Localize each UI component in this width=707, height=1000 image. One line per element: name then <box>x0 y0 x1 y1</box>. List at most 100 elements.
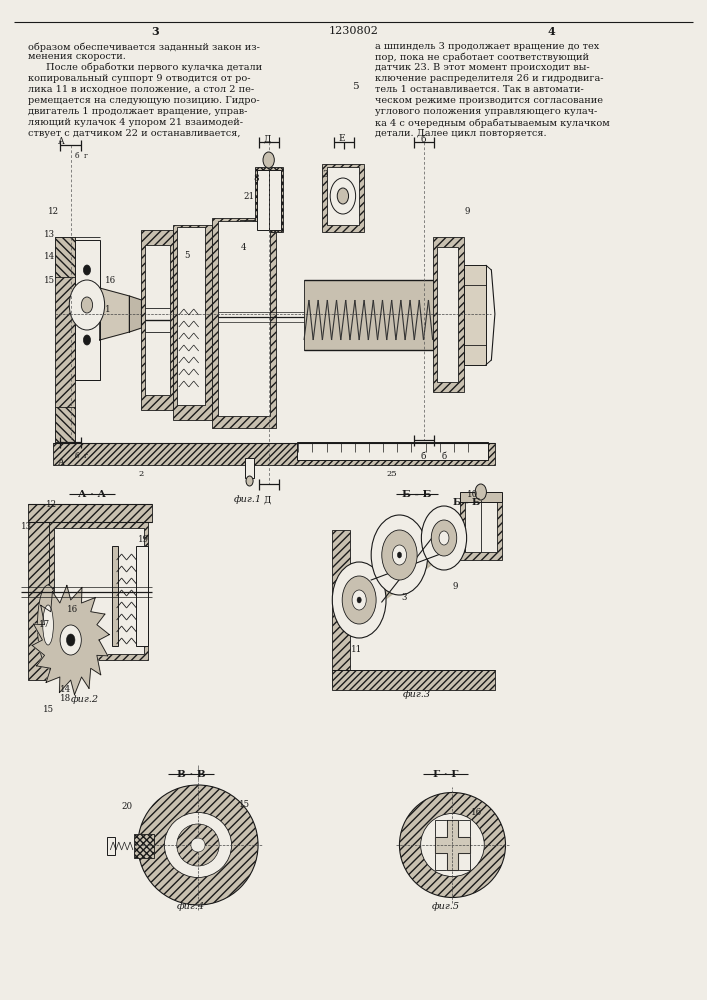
Text: ка 4 с очередным обрабатываемым кулачком: ка 4 с очередным обрабатываемым кулачком <box>375 118 609 127</box>
Bar <box>332 670 495 690</box>
Text: 19: 19 <box>138 535 149 544</box>
Circle shape <box>475 484 486 500</box>
Circle shape <box>83 265 90 275</box>
Bar <box>460 492 502 502</box>
Text: Д: Д <box>263 496 270 505</box>
Circle shape <box>337 188 349 204</box>
Text: датчик 23. В этот момент происходит вы-: датчик 23. В этот момент происходит вы- <box>375 63 590 72</box>
Bar <box>136 546 148 646</box>
Text: пор, пока не сработает соответствующий: пор, пока не сработает соответствующий <box>375 52 589 62</box>
Text: В · В: В · В <box>177 770 205 779</box>
Text: 13: 13 <box>21 522 33 531</box>
Text: копировальный суппорт 9 отводится от ро-: копировальный суппорт 9 отводится от ро- <box>28 74 251 83</box>
Bar <box>297 442 488 460</box>
Circle shape <box>330 178 356 214</box>
Text: б: б <box>421 135 426 144</box>
Ellipse shape <box>177 824 219 866</box>
Text: 20: 20 <box>122 802 133 811</box>
Circle shape <box>246 476 253 486</box>
Text: 9: 9 <box>452 582 458 591</box>
Text: 15: 15 <box>42 705 54 714</box>
Text: 3: 3 <box>322 170 328 179</box>
Text: 10: 10 <box>467 490 478 499</box>
Text: 9: 9 <box>464 207 470 216</box>
Bar <box>28 504 152 522</box>
Text: 8: 8 <box>253 174 259 183</box>
Bar <box>28 520 49 680</box>
Bar <box>447 820 458 870</box>
Bar <box>180 232 201 262</box>
Circle shape <box>83 335 90 345</box>
Polygon shape <box>100 288 129 340</box>
Bar <box>145 245 170 395</box>
Bar <box>218 221 270 416</box>
Ellipse shape <box>421 814 484 876</box>
Circle shape <box>421 506 467 570</box>
Bar <box>465 502 497 552</box>
Text: лика 11 в исходное положение, а стол 2 пе-: лика 11 в исходное положение, а стол 2 п… <box>28 85 255 94</box>
Text: ческом режиме производится согласование: ческом режиме производится согласование <box>375 96 602 105</box>
Text: 5: 5 <box>352 82 359 91</box>
Bar <box>173 225 212 420</box>
Text: 15: 15 <box>44 276 55 285</box>
Text: 13: 13 <box>44 230 55 239</box>
Bar <box>107 837 115 855</box>
Text: 12: 12 <box>46 500 57 509</box>
Ellipse shape <box>138 785 258 905</box>
Bar <box>240 220 255 250</box>
Text: 1230802: 1230802 <box>329 26 378 36</box>
Text: 14: 14 <box>44 252 55 261</box>
Text: а шпиндель 3 продолжает вращение до тех: а шпиндель 3 продолжает вращение до тех <box>375 42 599 51</box>
Bar <box>433 237 464 392</box>
Bar <box>54 528 144 654</box>
Circle shape <box>439 531 449 545</box>
Text: 14: 14 <box>60 685 71 694</box>
Circle shape <box>332 562 386 638</box>
Text: фиг.4: фиг.4 <box>177 902 205 911</box>
Circle shape <box>382 530 417 580</box>
Ellipse shape <box>191 838 205 852</box>
Bar <box>141 230 173 410</box>
Circle shape <box>60 625 81 655</box>
Text: б: б <box>442 452 447 461</box>
Bar <box>322 164 364 232</box>
Bar <box>332 530 350 685</box>
Bar <box>245 458 254 478</box>
Bar <box>435 820 447 837</box>
Polygon shape <box>435 820 470 870</box>
Text: 3: 3 <box>402 593 407 602</box>
Text: 15: 15 <box>239 800 250 809</box>
Text: б: б <box>74 452 79 460</box>
Text: фиг.5: фиг.5 <box>431 902 460 911</box>
Circle shape <box>342 576 376 624</box>
Text: А: А <box>58 458 65 467</box>
Text: 5: 5 <box>185 251 190 260</box>
Text: б: б <box>421 452 426 461</box>
Text: фиг.2: фиг.2 <box>71 695 99 704</box>
Bar <box>134 834 154 858</box>
Bar <box>460 495 502 560</box>
Text: 3: 3 <box>152 26 159 37</box>
Text: менения скорости.: менения скорости. <box>28 52 126 61</box>
Bar <box>55 237 75 277</box>
Text: ляющий кулачок 4 упором 21 взаимодей-: ляющий кулачок 4 упором 21 взаимодей- <box>28 118 243 127</box>
Bar <box>257 170 281 230</box>
Bar <box>435 853 447 870</box>
Text: б: б <box>74 152 79 160</box>
Circle shape <box>371 515 428 595</box>
Text: образом обеспечивается заданный закон из-: образом обеспечивается заданный закон из… <box>28 42 260 51</box>
Circle shape <box>66 634 75 646</box>
Ellipse shape <box>42 605 54 645</box>
Bar <box>55 237 75 442</box>
Text: Д: Д <box>263 135 270 144</box>
Polygon shape <box>32 585 110 695</box>
Polygon shape <box>129 296 141 332</box>
Bar <box>458 820 470 837</box>
Bar <box>55 407 75 442</box>
Circle shape <box>263 152 274 168</box>
Bar <box>177 227 205 405</box>
Text: Е: Е <box>339 134 345 143</box>
Text: 21: 21 <box>244 192 255 201</box>
Bar <box>75 240 100 380</box>
Circle shape <box>81 297 93 313</box>
